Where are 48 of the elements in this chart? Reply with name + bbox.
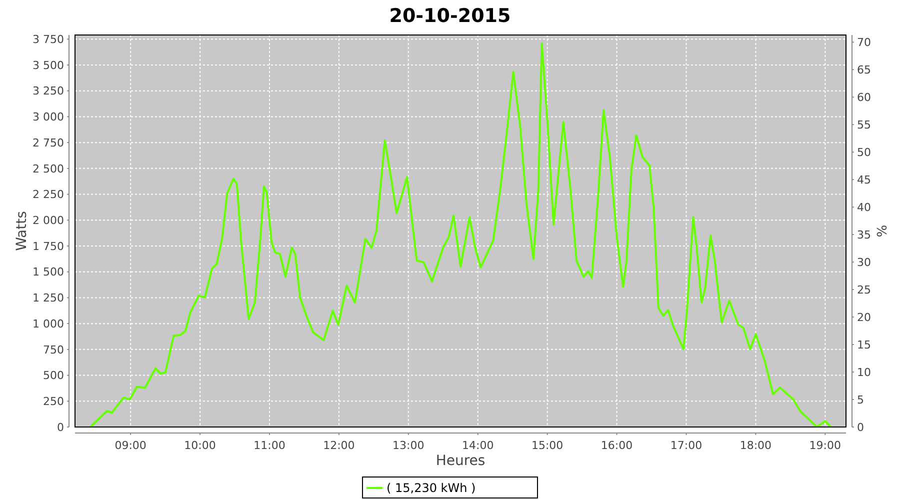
y-tick-label: 1 500 (32, 266, 64, 279)
x-tick-label: 10:00 (184, 439, 216, 452)
y2-tick-label: 30 (857, 256, 871, 269)
y2-tick-label: 5 (857, 393, 864, 406)
y-tick-label: 500 (43, 369, 64, 382)
y-tick-label: 2 500 (32, 162, 64, 176)
x-tick-label: 18:00 (740, 439, 772, 452)
y-axis-title: Watts (14, 211, 30, 251)
y-tick-label: 750 (43, 343, 64, 356)
x-tick-label: 19:00 (809, 439, 842, 452)
y-tick-label: 0 (57, 420, 64, 434)
y-tick-label: 1 750 (32, 240, 64, 253)
y2-tick-label: 55 (857, 118, 871, 132)
y-tick-label: 2 000 (32, 214, 64, 227)
y-tick-label: 3 750 (32, 32, 64, 46)
y2-tick-label: 35 (857, 228, 871, 242)
x-tick-label: 17:00 (670, 439, 702, 452)
x-tick-label: 13:00 (392, 439, 424, 452)
x-tick-label: 09:00 (114, 439, 146, 452)
y-tick-label: 2 750 (32, 136, 64, 150)
x-tick-label: 14:00 (462, 439, 494, 452)
x-tick-label: 16:00 (600, 439, 633, 452)
x-tick-label: 11:00 (254, 439, 286, 452)
x-axis-title: Heures (436, 453, 486, 469)
y-tick-label: 3 500 (32, 58, 64, 72)
y-tick-label: 250 (43, 394, 64, 408)
y2-tick-label: 0 (857, 420, 864, 434)
y-tick-label: 3 250 (32, 84, 64, 98)
y2-tick-label: 50 (857, 146, 871, 159)
y2-tick-label: 15 (857, 338, 871, 352)
y-tick-label: 1 000 (32, 317, 64, 330)
y-tick-label: 2 250 (32, 188, 64, 202)
y-tick-label: 1 250 (32, 292, 64, 305)
y2-axis-title: % (873, 224, 888, 238)
chart-title: 20-10-2015 (389, 5, 511, 27)
y2-tick-label: 25 (857, 283, 871, 296)
legend-label: ( 15,230 kWh ) (386, 481, 476, 496)
x-tick-label: 15:00 (531, 439, 564, 452)
y2-tick-label: 65 (857, 63, 871, 76)
y2-tick-label: 40 (857, 200, 871, 214)
y-tick-label: 3 000 (32, 110, 64, 124)
line-series (89, 42, 832, 427)
x-tick-label: 12:00 (323, 439, 355, 452)
y2-tick-label: 60 (857, 90, 871, 104)
y2-tick-label: 10 (857, 366, 871, 379)
y2-tick-label: 45 (857, 173, 871, 186)
y2-tick-label: 70 (857, 36, 871, 49)
y2-tick-label: 20 (857, 310, 871, 324)
